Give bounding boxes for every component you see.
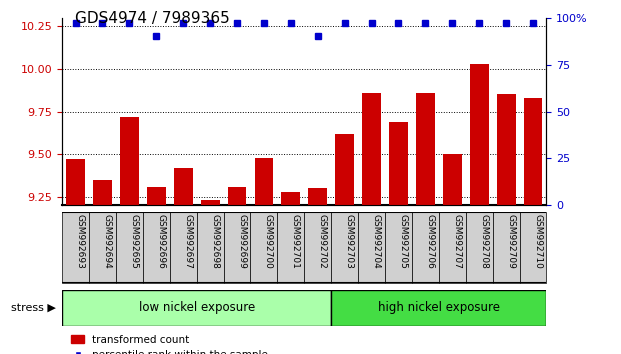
Legend: transformed count, percentile rank within the sample: transformed count, percentile rank withi… (67, 331, 273, 354)
Text: GSM992706: GSM992706 (425, 214, 434, 269)
Text: GSM992702: GSM992702 (318, 214, 327, 269)
Text: GDS4974 / 7989365: GDS4974 / 7989365 (75, 11, 229, 25)
Text: GSM992697: GSM992697 (183, 214, 192, 269)
Bar (170, 212, 197, 283)
Bar (227, 187, 247, 205)
Bar (389, 122, 408, 205)
Bar (62, 212, 89, 283)
Text: GSM992704: GSM992704 (371, 214, 381, 269)
Text: GSM992703: GSM992703 (345, 214, 353, 269)
Bar (331, 212, 358, 283)
Bar (331, 290, 546, 326)
Bar (116, 212, 143, 283)
Bar (224, 212, 250, 283)
Bar (492, 212, 520, 283)
Bar (469, 64, 489, 205)
Bar (201, 200, 220, 205)
Text: GSM992705: GSM992705 (399, 214, 407, 269)
Bar (89, 212, 116, 283)
Text: GSM992694: GSM992694 (102, 214, 111, 269)
Bar (497, 95, 515, 205)
Bar (520, 212, 546, 283)
Text: GSM992710: GSM992710 (533, 214, 542, 269)
Text: high nickel exposure: high nickel exposure (378, 302, 500, 314)
Bar (174, 168, 193, 205)
Bar (416, 93, 435, 205)
Bar (385, 212, 412, 283)
Text: GSM992696: GSM992696 (156, 214, 165, 269)
Bar (255, 158, 273, 205)
Text: GSM992708: GSM992708 (479, 214, 488, 269)
Text: stress ▶: stress ▶ (11, 303, 56, 313)
Bar (147, 187, 166, 205)
Bar (120, 116, 139, 205)
Bar (412, 212, 439, 283)
Bar (250, 212, 278, 283)
Bar (335, 134, 354, 205)
Bar (362, 93, 381, 205)
Bar (443, 154, 461, 205)
Bar (66, 159, 85, 205)
Bar (304, 212, 331, 283)
Bar (358, 212, 385, 283)
Bar (524, 98, 542, 205)
Bar (439, 212, 466, 283)
Text: GSM992707: GSM992707 (452, 214, 461, 269)
Text: GSM992693: GSM992693 (76, 214, 84, 269)
Text: GSM992700: GSM992700 (264, 214, 273, 269)
Bar (62, 290, 331, 326)
Text: GSM992695: GSM992695 (129, 214, 138, 269)
Text: GSM992709: GSM992709 (506, 214, 515, 269)
Text: low nickel exposure: low nickel exposure (138, 302, 255, 314)
Bar (281, 192, 300, 205)
Bar (93, 180, 112, 205)
Text: GSM992699: GSM992699 (237, 214, 246, 269)
Text: GSM992698: GSM992698 (210, 214, 219, 269)
Bar (143, 212, 170, 283)
Bar (278, 212, 304, 283)
Bar (308, 188, 327, 205)
Bar (466, 212, 492, 283)
Bar (197, 212, 224, 283)
Text: GSM992701: GSM992701 (291, 214, 300, 269)
